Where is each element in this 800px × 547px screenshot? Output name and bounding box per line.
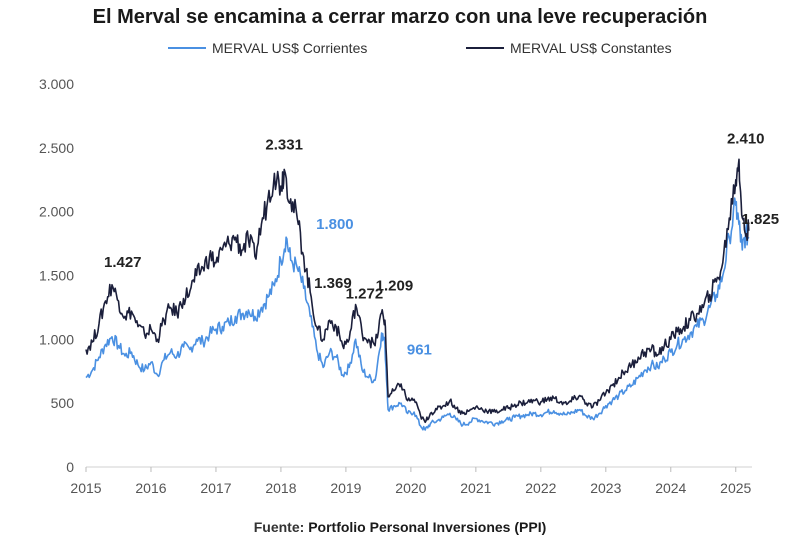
source-label: Fuente: [253,519,305,535]
data-label-annotation: 961 [407,341,432,358]
data-label-annotation: 1.272 [346,286,384,303]
data-label-annotation: 1.427 [104,254,142,271]
y-tick-label: 0 [66,459,74,475]
x-tick-label: 2025 [720,480,751,496]
x-tick-label: 2022 [525,480,556,496]
legend-label-constantes: MERVAL US$ Constantes [510,40,672,56]
y-tick-label: 1.000 [39,331,74,347]
source-text: Portfolio Personal Inversiones (PPI) [308,519,547,535]
x-tick-label: 2021 [460,480,491,496]
series-line-constantes [85,158,750,424]
x-tick-label: 2023 [590,480,621,496]
legend-item-corrientes: MERVAL US$ Corrientes [168,40,367,56]
x-tick-label: 2016 [135,480,166,496]
data-label-annotation: 1.825 [742,211,780,228]
y-tick-label: 3.000 [39,76,74,92]
x-tick-label: 2019 [330,480,361,496]
legend-label-corrientes: MERVAL US$ Corrientes [212,40,368,56]
data-label-annotation: 2.410 [727,130,765,147]
y-tick-label: 500 [51,395,75,411]
y-tick-label: 2.000 [39,204,74,220]
y-tick-label: 2.500 [39,140,74,156]
data-label-annotation: 1.800 [316,216,354,233]
y-tick-label: 1.500 [39,268,74,284]
data-label-annotation: 2.331 [265,136,303,153]
legend: MERVAL US$ Corrientes MERVAL US$ Constan… [0,40,800,60]
x-tick-label: 2024 [655,480,686,496]
series-line-corrientes [85,197,750,431]
legend-item-constantes: MERVAL US$ Constantes [466,40,672,56]
x-tick-label: 2015 [70,480,101,496]
data-label-annotation: 1.209 [376,278,414,295]
x-tick-label: 2017 [200,480,231,496]
legend-swatch-constantes [466,47,504,49]
legend-swatch-corrientes [168,47,206,49]
data-label-annotation: 1.369 [314,275,352,292]
chart-title: El Merval se encamina a cerrar marzo con… [92,6,708,28]
source-note: Fuente: Portfolio Personal Inversiones (… [0,519,800,535]
x-tick-label: 2018 [265,480,296,496]
x-tick-label: 2020 [395,480,426,496]
